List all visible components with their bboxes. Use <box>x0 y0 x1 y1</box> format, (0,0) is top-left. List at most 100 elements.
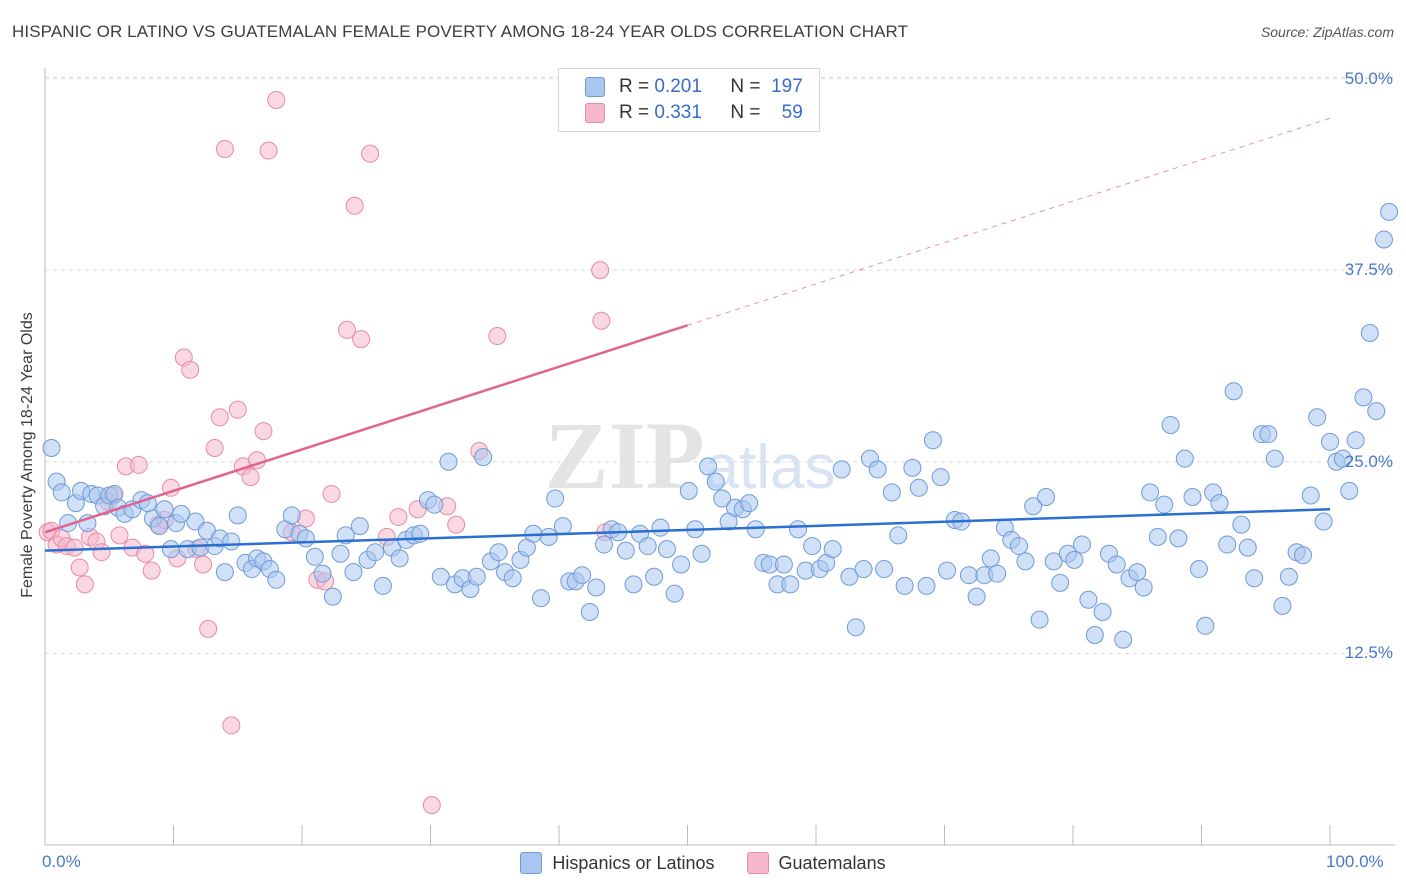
hispanics-point <box>474 448 493 467</box>
hispanics-point <box>679 481 698 500</box>
axes <box>44 68 1395 846</box>
hispanics-point <box>938 561 957 580</box>
hispanics-point <box>1259 425 1278 444</box>
hispanics-point <box>1114 630 1133 649</box>
hispanics-point <box>336 526 355 545</box>
legend-swatch-pink <box>746 852 769 874</box>
guatemalans-point <box>92 543 111 562</box>
hispanics-point <box>1218 535 1237 554</box>
guatemalans-point <box>199 619 218 638</box>
hispanics-point <box>1340 481 1359 500</box>
hispanics-point <box>774 555 793 574</box>
hispanics-point <box>366 543 385 562</box>
hispanics-point <box>1169 529 1188 548</box>
hispanics-point <box>889 526 908 545</box>
hispanics-point <box>781 575 800 594</box>
hispanics-point <box>1321 432 1339 451</box>
guatemalans-point <box>361 144 380 163</box>
hispanics-point <box>155 500 174 519</box>
hispanics-point <box>1210 494 1229 513</box>
guatemalans-point <box>591 261 610 280</box>
hispanics-point <box>1016 552 1035 571</box>
guatemalans-point <box>215 140 234 159</box>
hispanics-point <box>713 489 732 508</box>
hispanics-point <box>1245 569 1264 588</box>
hispanics-point <box>532 589 551 608</box>
legend-r-label: R = <box>619 76 650 97</box>
hispanics-point <box>1374 230 1393 249</box>
guatemalans-point <box>129 455 148 474</box>
guatemalans-trend-line <box>44 324 688 534</box>
guatemalans-point <box>142 561 161 580</box>
hispanics-point <box>1079 590 1098 609</box>
hispanics-point <box>305 547 324 566</box>
guatemalans-point <box>110 526 129 545</box>
hispanics-point <box>1333 449 1352 468</box>
hispanics-point <box>503 569 522 588</box>
hispanics-point <box>657 540 676 559</box>
hispanics-point <box>803 537 822 556</box>
hispanics-point <box>1308 408 1327 427</box>
hispanics-point <box>323 587 342 606</box>
hispanics-point <box>161 540 180 559</box>
hispanics-point <box>580 602 599 621</box>
legend-swatch-blue <box>520 852 543 874</box>
hispanics-point <box>1093 602 1112 621</box>
hispanics-point <box>882 483 901 502</box>
hispanics-point <box>616 541 635 560</box>
hispanics-point <box>267 570 286 589</box>
hispanics-point <box>1161 415 1180 434</box>
hispanics-point <box>651 518 670 537</box>
hispanics-point <box>1141 483 1160 502</box>
hispanics-point <box>789 520 808 539</box>
guatemalans-point <box>352 330 371 349</box>
hispanics-point <box>331 544 350 563</box>
watermark-zip: ZIP <box>545 402 705 509</box>
hispanics-point <box>1024 497 1043 516</box>
guatemalans-point <box>389 507 408 526</box>
guatemalans-point <box>210 408 229 427</box>
hispanics-point <box>846 618 865 637</box>
hispanics-point <box>1030 610 1049 629</box>
hispanics-point <box>1128 563 1147 582</box>
hispanics-point <box>431 567 450 586</box>
hispanics-point <box>52 483 71 502</box>
hispanics-point <box>573 566 592 585</box>
guatemalans-point <box>70 558 89 577</box>
legend-r-value: 0.201 <box>654 76 702 97</box>
hispanics-point <box>967 587 986 606</box>
hispanics-point <box>1314 512 1333 531</box>
guatemalans-point <box>194 555 213 574</box>
hispanics-point <box>1085 625 1104 644</box>
hispanics-point <box>981 549 1000 568</box>
hispanics-point <box>931 468 950 487</box>
legend-label: Guatemalans <box>778 852 886 873</box>
hispanics-point <box>1010 537 1029 556</box>
watermark: ZIPatlas <box>545 402 836 509</box>
hispanics-point <box>587 578 606 597</box>
hispanics-point <box>1196 616 1215 635</box>
legend-item-guatemalans: Guatemalans <box>746 852 886 874</box>
hispanics-point <box>1367 402 1386 421</box>
hispanics-point <box>222 532 241 551</box>
hispanics-point <box>959 566 978 585</box>
legend-r-value: 0.331 <box>654 102 702 123</box>
hispanics-point <box>150 517 169 536</box>
guatemalans-point <box>205 438 224 457</box>
hispanics-point <box>665 584 684 603</box>
hispanics-point <box>546 489 565 508</box>
hispanics-point <box>296 529 315 548</box>
hispanics-point <box>909 478 928 497</box>
hispanics-point <box>489 543 508 562</box>
hispanics-point <box>282 506 301 525</box>
hispanics-point <box>706 472 725 491</box>
hispanics-point <box>840 567 859 586</box>
guatemalans-trend-extension <box>687 117 1331 326</box>
hispanics-point <box>1224 382 1243 401</box>
hispanics-point <box>350 517 369 536</box>
guatemalans-point <box>259 141 278 160</box>
guatemalans-point <box>267 90 286 109</box>
legend-swatch-blue <box>585 77 605 97</box>
hispanics-point <box>624 575 643 594</box>
